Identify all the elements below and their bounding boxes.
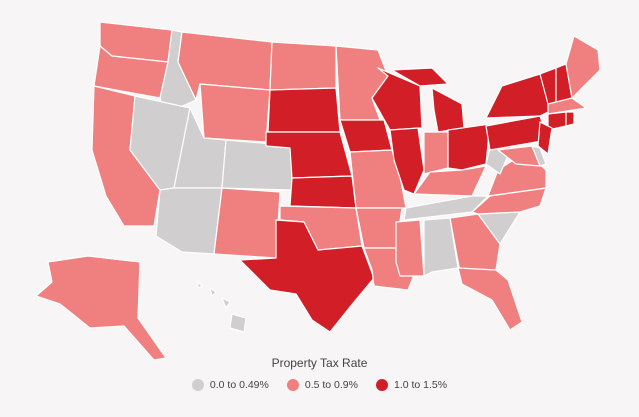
legend-item-mid: 0.5 to 0.9% [286,379,358,391]
legend-items: 0.0 to 0.49% 0.5 to 0.9% 1.0 to 1.5% [191,379,448,391]
state-nm [213,187,281,259]
state-sd [267,87,341,133]
state-nd [269,41,337,91]
legend-swatch-mid [286,379,299,391]
state-ri [565,111,575,127]
state-tx [239,219,375,333]
state-hi [197,281,247,333]
state-ms [395,219,425,277]
state-al [423,217,459,277]
state-nj [537,121,553,155]
legend-label-high: 1.0 to 1.5% [393,379,448,391]
legend-label-mid: 0.5 to 0.9% [304,379,358,391]
state-fl [457,267,523,331]
state-ma [547,97,587,115]
legend-item-low: 0.0 to 0.49% [191,379,269,391]
legend-label-low: 0.0 to 0.49% [209,379,269,391]
legend: Property Tax Rate 0.0 to 0.49% 0.5 to 0.… [0,356,639,396]
legend-item-high: 1.0 to 1.5% [375,379,448,391]
state-ak [35,255,167,361]
state-de [531,145,547,167]
state-ks [289,175,357,209]
state-in [423,131,449,175]
legend-swatch-high [375,379,388,391]
state-az [155,187,223,255]
legend-swatch-low [191,379,204,391]
state-oh [447,123,491,171]
legend-title: Property Tax Rate [271,356,368,370]
state-ky [413,165,487,197]
state-tn [403,195,489,221]
state-me [565,35,601,99]
state-ar [355,207,403,249]
state-ia [339,119,393,153]
state-mo [349,149,407,209]
state-wy [199,83,271,143]
state-ga [449,213,501,273]
